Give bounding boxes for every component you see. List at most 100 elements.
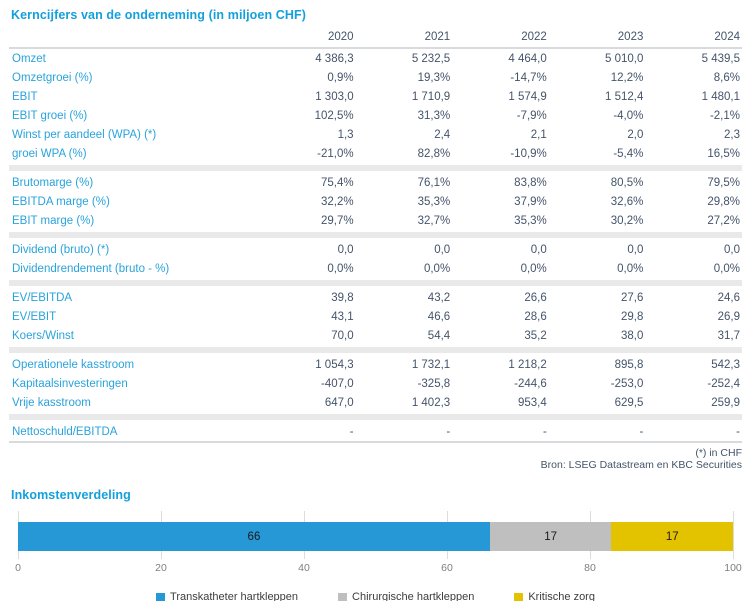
cell-value: 1,3 bbox=[337, 128, 354, 141]
table-row: Dividend (bruto) (*) 0,0 0,0 0,0 0,0 0,0 bbox=[9, 240, 742, 259]
row-label: Dividend (bruto) (*) bbox=[9, 240, 259, 259]
table-title: Kerncijfers van de onderneming (in miljo… bbox=[11, 8, 307, 22]
cell-value: - bbox=[452, 422, 549, 443]
cell-value: 1 574,9 bbox=[508, 90, 547, 103]
cell-value: 31,7 bbox=[717, 329, 740, 342]
row-label: EBITDA marge (%) bbox=[9, 192, 259, 211]
table-row: Nettoschuld/EBITDA - - - - - bbox=[9, 422, 742, 443]
bar-segment-2: 17 bbox=[611, 522, 733, 551]
x-axis-tick-label: 0 bbox=[15, 562, 21, 574]
cell-value: 1 512,4 bbox=[605, 90, 644, 103]
cell-value: 1 054,3 bbox=[315, 358, 354, 371]
row-label: Kapitaalsinvesteringen bbox=[9, 374, 259, 393]
cell-value: 30,2% bbox=[610, 214, 644, 227]
cell-value: 2,1 bbox=[530, 128, 547, 141]
cell-value: 1 710,9 bbox=[411, 90, 451, 103]
cell-value: 1 218,2 bbox=[508, 358, 547, 371]
cell-value: 26,9 bbox=[717, 310, 740, 323]
cell-value: 29,7% bbox=[320, 214, 354, 227]
section-separator bbox=[9, 230, 742, 240]
separator-bar bbox=[9, 280, 742, 286]
cell-value: -252,4 bbox=[707, 377, 740, 390]
row-label-text: Winst per aandeel (WPA) (*) bbox=[12, 128, 157, 141]
cell-value: 1 732,1 bbox=[411, 358, 451, 371]
legend-swatch-icon bbox=[156, 592, 166, 601]
x-axis-tick-label: 60 bbox=[441, 562, 453, 574]
cell-value: 953,4 bbox=[518, 396, 547, 409]
table-row: groei WPA (%) -21,0% 82,8% -10,9% -5,4% 16,5% bbox=[9, 144, 742, 163]
cell-value: 24,6 bbox=[717, 291, 740, 304]
row-label: Brutomarge (%) bbox=[9, 173, 259, 192]
table-row: EBIT 1 303,0 1 710,9 1 574,9 1 512,4 1 480,1 bbox=[9, 87, 742, 106]
cell-value: 16,5% bbox=[707, 147, 740, 160]
cell-value: 1 402,3 bbox=[411, 396, 451, 409]
section-separator bbox=[9, 345, 742, 355]
table-row: Operationele kasstroom 1 054,3 1 732,1 1 21… bbox=[9, 355, 742, 374]
cell-value: 76,1% bbox=[417, 176, 451, 189]
bar-segment-value: 17 bbox=[665, 530, 679, 543]
key-figures-table: 2020 2021 2022 2023 2024 Omzet 4 386,3 5 232,5… bbox=[9, 31, 742, 443]
table-row: Omzetgroei (%) 0,9% 19,3% -14,7% 12,2% 8,6% bbox=[9, 68, 742, 87]
row-label-text: Operationele kasstroom bbox=[12, 358, 135, 371]
year-header: 2023 bbox=[617, 31, 644, 43]
cell-value: 0,0% bbox=[423, 262, 451, 275]
cell-value: 35,2 bbox=[524, 329, 547, 342]
cell-value: 102,5% bbox=[314, 109, 354, 122]
cell-value: - bbox=[355, 422, 453, 443]
table-row: EBIT marge (%) 29,7% 32,7% 35,3% 30,2% 27,2% bbox=[9, 211, 742, 230]
cell-value: 82,8% bbox=[417, 147, 451, 160]
cell-value: 629,5 bbox=[614, 396, 644, 409]
table-row: Winst per aandeel (WPA) (*) 1,3 2,4 2,1 2,0 2… bbox=[9, 125, 742, 144]
year-header: 2022 bbox=[521, 31, 547, 43]
row-label: Vrije kasstroom bbox=[9, 393, 259, 412]
section-separator bbox=[9, 163, 742, 173]
x-axis-tick-label: 80 bbox=[584, 562, 596, 574]
row-label-text: Kapitaalsinvesteringen bbox=[12, 377, 128, 390]
cell-value: 80,5% bbox=[610, 176, 644, 189]
year-header-row: 2020 2021 2022 2023 2024 bbox=[9, 31, 742, 48]
row-label-text: Omzet bbox=[12, 52, 46, 65]
legend-swatch-icon bbox=[338, 592, 348, 601]
cell-value: 0,0 bbox=[530, 243, 547, 256]
row-label: Winst per aandeel (WPA) (*) bbox=[9, 125, 259, 144]
cell-value: -2,1% bbox=[709, 109, 740, 122]
gridline bbox=[733, 511, 734, 559]
cell-value: 2,4 bbox=[434, 128, 451, 141]
row-label-text: Brutomarge (%) bbox=[12, 176, 94, 189]
row-label-text: Koers/Winst bbox=[12, 329, 74, 342]
legend-item-0: Transkatheter hartkleppen bbox=[156, 591, 298, 601]
footnote-currency: (*) in CHF bbox=[695, 447, 742, 459]
row-label: EV/EBIT bbox=[9, 307, 259, 326]
cell-value: 28,6 bbox=[524, 310, 547, 323]
legend-label: Transkatheter hartkleppen bbox=[170, 591, 299, 601]
separator-bar bbox=[9, 414, 742, 420]
cell-value: -10,9% bbox=[510, 147, 547, 160]
cell-value: 2,0 bbox=[627, 128, 644, 141]
row-label-text: EBITDA marge (%) bbox=[12, 195, 110, 208]
x-axis-tick-label: 40 bbox=[298, 562, 310, 574]
cell-value: 35,3% bbox=[514, 214, 547, 227]
cell-value: -253,0 bbox=[610, 377, 644, 390]
row-label-text: Dividend (bruto) (*) bbox=[12, 243, 110, 256]
cell-value: -4,0% bbox=[613, 109, 644, 122]
row-label: Omzetgroei (%) bbox=[9, 68, 259, 87]
cell-value: -244,6 bbox=[514, 377, 547, 390]
table-row: EBITDA marge (%) 32,2% 35,3% 37,9% 32,6% 29,8… bbox=[9, 192, 742, 211]
bar-segment-value: 66 bbox=[247, 530, 261, 543]
table-row: Brutomarge (%) 75,4% 76,1% 83,8% 80,5% 79,5% bbox=[9, 173, 742, 192]
table-row: Koers/Winst 70,0 54,4 35,2 38,0 31,7 bbox=[9, 326, 742, 345]
row-label: EV/EBITDA bbox=[9, 288, 259, 307]
section-separator bbox=[9, 412, 742, 422]
x-axis-tick-label: 20 bbox=[155, 562, 167, 574]
cell-value: 0,9% bbox=[327, 71, 354, 84]
bar-segment-0: 66 bbox=[18, 522, 490, 551]
cell-value: -21,0% bbox=[317, 147, 354, 160]
table-body: Omzet 4 386,3 5 232,5 4 464,0 5 010,0 5 439,5… bbox=[9, 48, 742, 443]
row-label-text: EV/EBIT bbox=[12, 310, 57, 323]
row-label-text: EV/EBITDA bbox=[12, 291, 73, 304]
row-label-text: EBIT groei (%) bbox=[12, 109, 88, 122]
cell-value: 31,3% bbox=[417, 109, 451, 122]
cell-value: 5 439,5 bbox=[701, 52, 740, 65]
cell-value: 5 010,0 bbox=[605, 52, 644, 65]
table-row: Kapitaalsinvesteringen -407,0 -325,8 -244,6… bbox=[9, 374, 742, 393]
